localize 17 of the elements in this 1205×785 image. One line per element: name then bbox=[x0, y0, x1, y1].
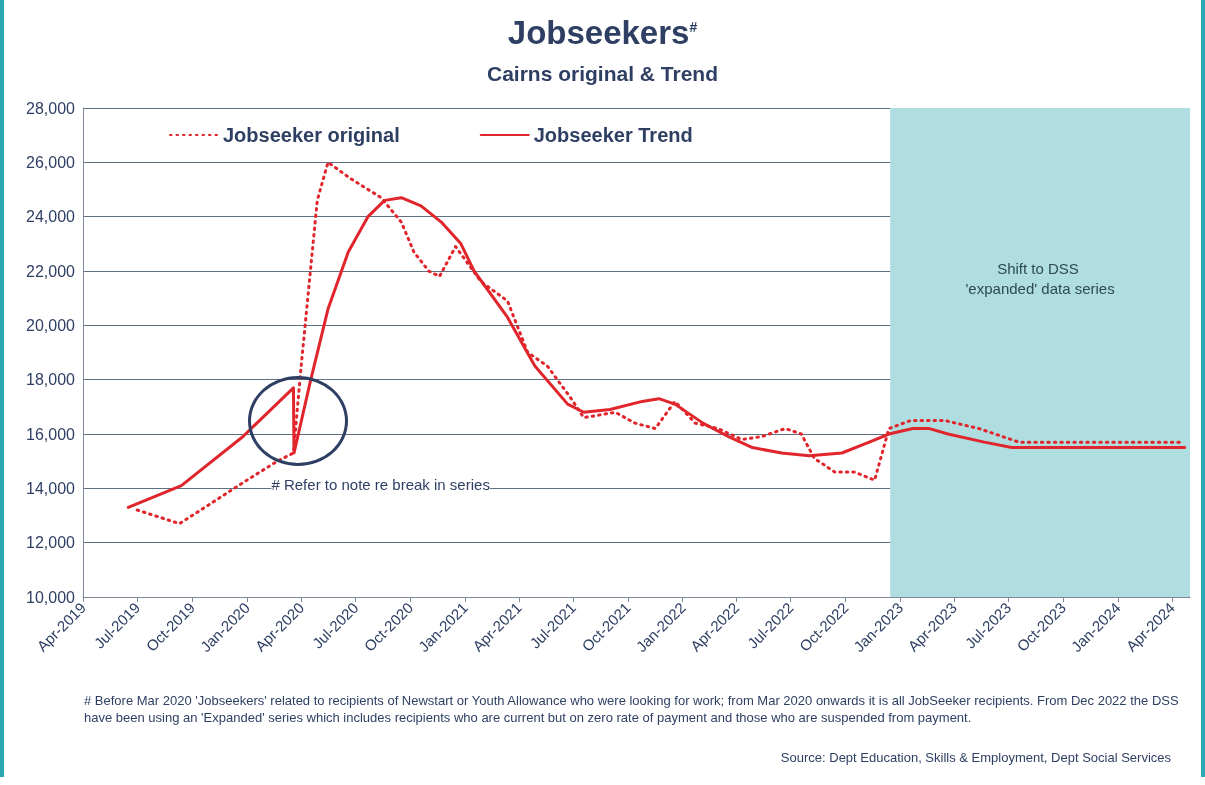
text: # Before Mar 2020 'Jobseekers' related to recipients of Newstart or Youth Allowance who were looking for work; from Mar 2020 onwards it is all JobSeeker recipients. From Dec 2022 the DSS have been using an 'Expanded' series which includes recipients who are current but on zero rate of payment and those who are suspended from payment. bbox=[84, 692, 1180, 726]
annotation: # Refer to note re break in series bbox=[271, 475, 490, 493]
y-tick-label: 14,000 bbox=[26, 479, 76, 497]
legend-label: Jobseeker Trend bbox=[533, 124, 693, 146]
chart-title: Jobseekers$^{#}$ bbox=[506, 14, 699, 52]
source-note: Source: Dept Education, Skills & Employment, Dept Social Services bbox=[780, 750, 1171, 765]
y-tick-label: 20,000 bbox=[26, 316, 76, 334]
band-label: Shift to DSS 'expanded' data series bbox=[965, 259, 1115, 297]
y-tick-label: 24,000 bbox=[26, 208, 76, 226]
y-tick-label: 22,000 bbox=[26, 262, 76, 280]
legend-label: Jobseeker original bbox=[223, 124, 400, 146]
y-tick-label: 16,000 bbox=[26, 425, 76, 443]
y-tick-label: 26,000 bbox=[26, 153, 76, 171]
y-tick-label: 12,000 bbox=[26, 534, 76, 552]
y-tick-label: 28,000 bbox=[26, 99, 76, 117]
y-tick-label: 18,000 bbox=[26, 371, 76, 389]
chart-subtitle: Cairns original & Trend bbox=[485, 62, 719, 86]
